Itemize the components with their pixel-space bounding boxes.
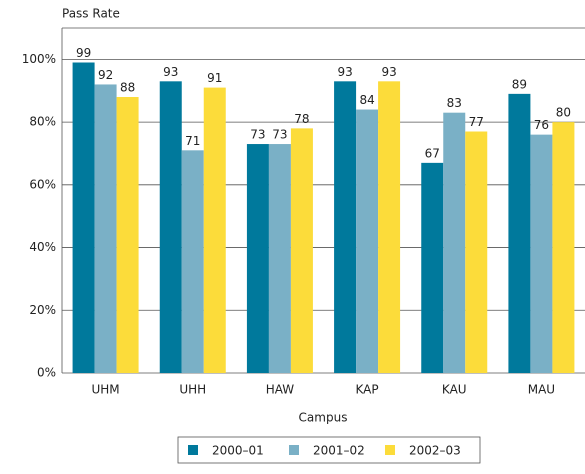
x-tick-label: UHM: [91, 383, 119, 397]
bar: [443, 112, 466, 373]
legend-box: [177, 436, 481, 464]
bar: [334, 81, 357, 374]
x-tick-label: HAW: [266, 383, 295, 397]
bar: [94, 84, 117, 374]
y-tick-label: 0%: [37, 366, 56, 380]
x-axis-title: Campus: [299, 411, 348, 425]
data-label: 73: [272, 128, 287, 142]
data-label: 93: [163, 65, 178, 79]
data-label: 83: [447, 96, 462, 110]
bar: [421, 162, 444, 373]
x-tick-label: KAU: [442, 383, 467, 397]
data-label: 73: [250, 128, 265, 142]
data-label: 84: [359, 93, 374, 107]
data-label: 93: [381, 65, 396, 79]
data-label: 99: [76, 46, 91, 60]
x-tick-label: MAU: [528, 383, 555, 397]
bar: [116, 97, 139, 373]
data-label: 92: [98, 68, 113, 82]
data-label: 88: [120, 81, 135, 95]
bar: [552, 122, 575, 373]
x-tick-label: KAP: [356, 383, 379, 397]
legend-label: 2002–03: [409, 444, 461, 458]
x-tick-label: UHH: [179, 383, 206, 397]
bar: [508, 93, 531, 373]
bar: [203, 87, 226, 373]
y-tick-label: 80%: [29, 115, 56, 129]
data-label: 78: [294, 112, 309, 126]
data-label: 91: [207, 71, 222, 85]
data-label: 89: [512, 77, 527, 91]
bar: [181, 150, 204, 373]
bar: [246, 144, 269, 373]
bar: [159, 81, 182, 374]
legend-swatch: [188, 445, 198, 455]
bar: [290, 128, 313, 373]
y-axis-title: Pass Rate: [62, 7, 120, 21]
data-label: 80: [556, 106, 571, 120]
bar: [268, 144, 291, 373]
bar: [378, 81, 401, 374]
data-label: 76: [534, 118, 549, 132]
bar: [356, 109, 379, 373]
data-label: 67: [425, 146, 440, 160]
legend-label: 2001–02: [313, 444, 365, 458]
legend-swatch: [385, 445, 395, 455]
y-tick-label: 100%: [22, 52, 56, 66]
bar: [530, 134, 553, 373]
y-tick-label: 20%: [29, 303, 56, 317]
legend-label: 2000–01: [212, 444, 264, 458]
bar: [465, 131, 488, 373]
legend-swatch: [289, 445, 299, 455]
data-label: 71: [185, 134, 200, 148]
y-tick-label: 40%: [29, 240, 56, 254]
data-label: 93: [337, 65, 352, 79]
data-label: 77: [469, 115, 484, 129]
bar: [72, 62, 95, 373]
y-tick-label: 60%: [29, 177, 56, 191]
